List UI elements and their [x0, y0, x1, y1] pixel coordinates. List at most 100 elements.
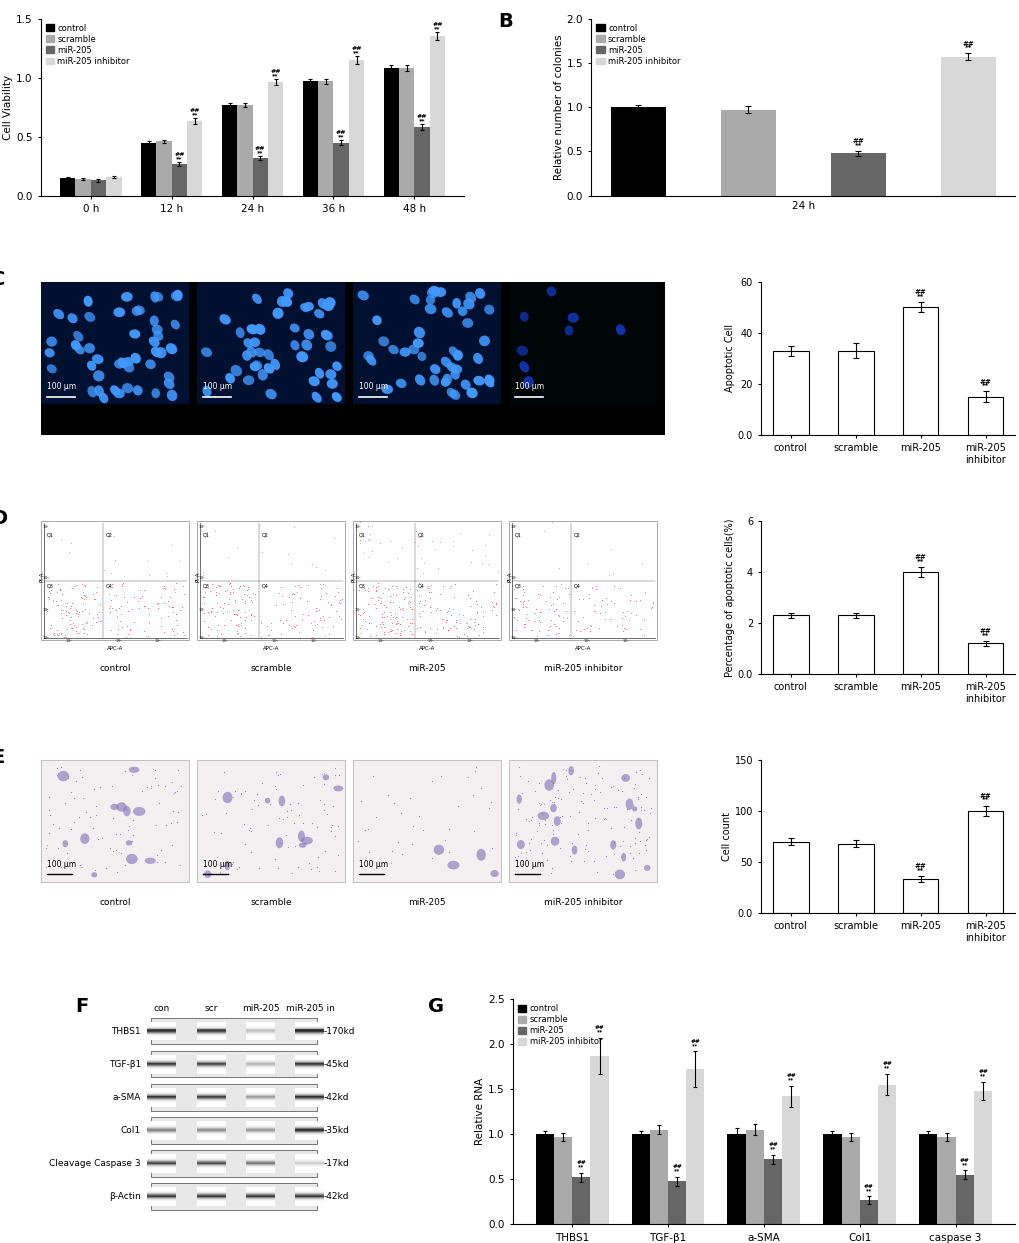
Point — [475, 623, 491, 643]
Point — [62, 614, 78, 634]
Point — [210, 615, 226, 635]
Ellipse shape — [88, 387, 97, 398]
Text: ##
**: ## ** — [174, 152, 184, 162]
Point — [487, 594, 503, 614]
Point — [326, 528, 342, 548]
Point — [355, 603, 371, 623]
Point — [399, 593, 416, 613]
Bar — [967, 643, 1003, 674]
Point — [41, 580, 57, 600]
Point — [528, 599, 544, 619]
Point — [642, 798, 658, 818]
Point — [422, 618, 438, 638]
Point — [283, 553, 300, 573]
Point — [43, 580, 59, 600]
Point — [582, 615, 598, 635]
Ellipse shape — [358, 291, 369, 301]
Point — [86, 779, 102, 799]
Ellipse shape — [270, 359, 280, 370]
Point — [73, 574, 90, 594]
Point — [362, 626, 378, 646]
Point — [76, 828, 93, 848]
Text: scramble: scramble — [250, 899, 291, 907]
Point — [196, 593, 212, 613]
Point — [60, 603, 76, 623]
Point — [330, 766, 346, 786]
Point — [167, 782, 183, 802]
Point — [437, 612, 453, 631]
Point — [634, 553, 650, 573]
Point — [412, 607, 428, 626]
Point — [532, 794, 548, 814]
Point — [141, 598, 157, 618]
Point — [516, 582, 532, 602]
Point — [361, 530, 377, 549]
Point — [311, 600, 327, 620]
Ellipse shape — [125, 840, 132, 845]
Point — [141, 613, 157, 633]
Text: miR-205 inhibitor: miR-205 inhibitor — [543, 420, 622, 429]
Point — [261, 625, 277, 645]
Point — [389, 548, 406, 568]
Point — [381, 620, 397, 640]
Point — [361, 843, 377, 863]
Point — [266, 849, 282, 869]
Point — [279, 802, 296, 822]
Point — [380, 579, 396, 599]
Point — [175, 584, 192, 604]
Point — [214, 598, 230, 618]
Point — [362, 525, 378, 544]
Point — [253, 613, 269, 633]
Point — [88, 582, 104, 602]
Point — [42, 800, 58, 820]
Point — [133, 585, 150, 605]
Point — [124, 832, 141, 851]
Bar — [106, 177, 121, 195]
Bar — [398, 68, 414, 195]
Point — [438, 610, 454, 630]
Point — [59, 593, 75, 613]
Point — [321, 607, 337, 626]
Point — [387, 584, 404, 604]
Text: 100 μm: 100 μm — [203, 860, 232, 869]
Point — [98, 858, 114, 878]
Point — [557, 767, 574, 787]
Point — [451, 613, 468, 633]
Point — [550, 587, 567, 607]
Ellipse shape — [324, 297, 335, 307]
Point — [370, 573, 386, 593]
Ellipse shape — [516, 794, 522, 804]
Point — [160, 590, 176, 610]
Ellipse shape — [53, 310, 64, 319]
Point — [64, 578, 81, 598]
Point — [315, 800, 331, 820]
Ellipse shape — [263, 349, 274, 360]
Point — [364, 516, 380, 536]
Ellipse shape — [448, 347, 459, 357]
Ellipse shape — [325, 341, 336, 352]
Point — [217, 580, 233, 600]
Point — [462, 617, 478, 636]
Point — [167, 604, 183, 624]
Point — [549, 605, 566, 625]
Point — [88, 589, 104, 609]
Bar — [41, 282, 189, 404]
Point — [312, 608, 328, 628]
Ellipse shape — [537, 812, 548, 820]
Point — [124, 599, 141, 619]
Point — [224, 851, 240, 871]
Point — [89, 805, 105, 825]
Point — [91, 602, 107, 622]
Point — [631, 823, 647, 843]
Text: ##
**: ## ** — [852, 138, 863, 149]
Point — [212, 624, 228, 644]
Point — [631, 843, 647, 863]
Point — [579, 813, 595, 833]
Point — [112, 824, 128, 844]
Point — [314, 764, 330, 784]
Point — [243, 604, 259, 624]
Point — [471, 625, 487, 645]
Point — [74, 594, 91, 614]
Point — [289, 793, 306, 813]
Ellipse shape — [450, 364, 462, 374]
